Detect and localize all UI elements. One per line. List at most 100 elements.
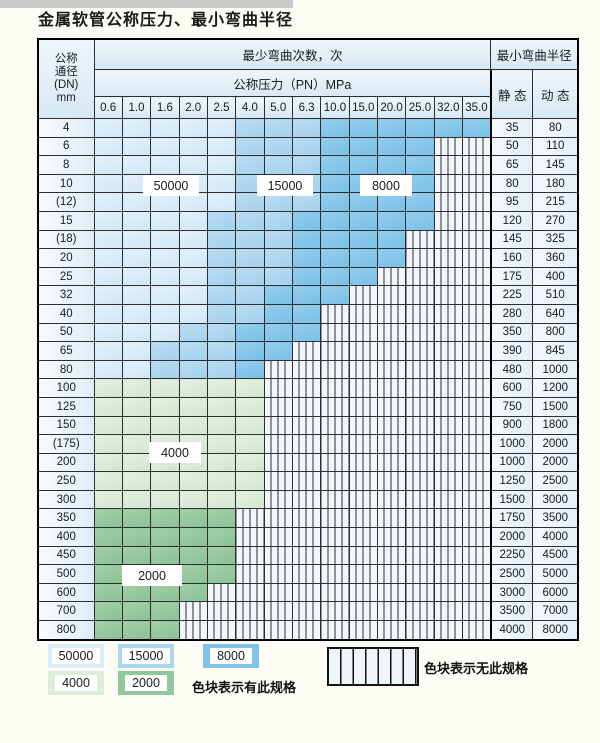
spec-cell-hatched [263,359,293,380]
table-row: (18) 145 325 [37,229,579,250]
spec-cell-colored [178,359,208,380]
spec-cell-colored [405,155,435,175]
spec-cell-hatched [433,396,463,417]
dn-cell: (18) [37,229,95,250]
table-row: 600 3000 6000 [37,582,579,603]
dynamic-column-header: 动 态 [532,69,579,119]
legend-swatch-label: 50000 [51,648,101,664]
spec-cell-hatched [320,452,350,473]
spec-cell-hatched [348,527,378,547]
spec-cell-colored [150,266,180,287]
spec-cell-hatched [461,378,492,398]
table-row: 450 2250 4500 [37,545,579,566]
spec-cell-colored [291,266,322,287]
spec-cell-hatched [320,564,350,584]
header-row-1: 公称 通径 (DN) mm 最少弯曲次数，次 最小弯曲半径 [37,38,579,119]
spec-cell-hatched [263,564,293,584]
dn-cell: 300 [37,489,95,510]
spec-cell-hatched [263,508,293,529]
spec-cell-colored [93,155,123,175]
legend-swatch-8000: 8000 [203,644,259,668]
spec-cell-hatched [376,359,407,380]
spec-cell-hatched [178,601,208,622]
spec-cell-colored [263,285,293,305]
spec-cell-hatched [348,489,378,510]
pressure-col-header: 20.0 [376,96,407,119]
spec-cell-colored [178,489,208,510]
spec-cell-hatched [461,303,492,324]
dynamic-radius-cell: 6000 [532,582,579,603]
spec-cell-hatched [405,620,435,641]
zone-label-4000: 4000 [149,442,201,463]
table-row: 65 390 845 [37,341,579,361]
dynamic-radius-cell: 80 [532,118,579,138]
spec-cell-colored [121,545,152,566]
spec-cell-colored [121,471,152,491]
static-radius-cell: 175 [489,266,534,287]
spec-cell-hatched [376,489,407,510]
spec-cell-hatched [348,378,378,398]
spec-cell-colored [320,266,350,287]
dn-cell: 200 [37,452,95,473]
spec-cell-hatched [376,620,407,641]
spec-cell-colored [178,210,208,231]
spec-cell-colored [235,285,265,305]
spec-cell-colored [376,118,407,138]
static-radius-cell: 1500 [489,489,534,510]
spec-cell-colored [235,396,265,417]
spec-cell-colored [320,285,350,305]
pressure-col-header: 25.0 [405,96,435,119]
table-row: 500 2500 5000 [37,564,579,584]
dn-cell: 450 [37,545,95,566]
dynamic-radius-cell: 510 [532,285,579,305]
spec-cell-hatched [405,415,435,436]
spec-cell-colored [348,118,378,138]
dynamic-radius-cell: 800 [532,322,579,343]
spec-cell-colored [348,210,378,231]
dn-cell: 350 [37,508,95,529]
spec-cell-colored [178,155,208,175]
spec-cell-colored [121,229,152,250]
spec-cell-hatched [461,248,492,268]
spec-cell-hatched [461,471,492,491]
spec-cell-hatched [433,415,463,436]
spec-cell-hatched [433,452,463,473]
dynamic-radius-cell: 2000 [532,434,579,454]
spec-cell-colored [150,155,180,175]
spec-cell-hatched [320,303,350,324]
spec-cell-colored [93,210,123,231]
spec-cell-hatched [461,527,492,547]
spec-cell-colored [263,303,293,324]
spec-cell-hatched [348,508,378,529]
spec-cell-hatched [291,415,322,436]
spec-cell-colored [263,229,293,250]
spec-cell-hatched [348,285,378,305]
dynamic-radius-cell: 145 [532,155,579,175]
spec-cell-colored [121,378,152,398]
legend-hatch-swatch [327,647,419,686]
spec-cell-hatched [263,415,293,436]
spec-cell-colored [206,266,237,287]
spec-cell-colored [121,285,152,305]
spec-cell-colored [206,192,237,212]
spec-cell-hatched [263,620,293,641]
spec-cell-hatched [206,620,237,641]
scan-artifact-strip [0,0,293,8]
dynamic-radius-cell: 1200 [532,378,579,398]
static-radius-cell: 4000 [489,620,534,641]
dn-cell: 8 [37,155,95,175]
spec-cell-hatched [405,582,435,603]
static-radius-cell: 65 [489,155,534,175]
spec-cell-colored [235,266,265,287]
spec-cell-hatched [376,434,407,454]
spec-cell-colored [461,118,492,138]
spec-cell-hatched [405,359,435,380]
pressure-header: 公称压力（PN）MPa [93,69,492,97]
dynamic-radius-cell: 3000 [532,489,579,510]
spec-cell-colored [93,266,123,287]
spec-cell-colored [291,210,322,231]
spec-cell-colored [235,378,265,398]
spec-cell-colored [235,155,265,175]
spec-cell-hatched [461,508,492,529]
spec-cell-colored [348,136,378,157]
